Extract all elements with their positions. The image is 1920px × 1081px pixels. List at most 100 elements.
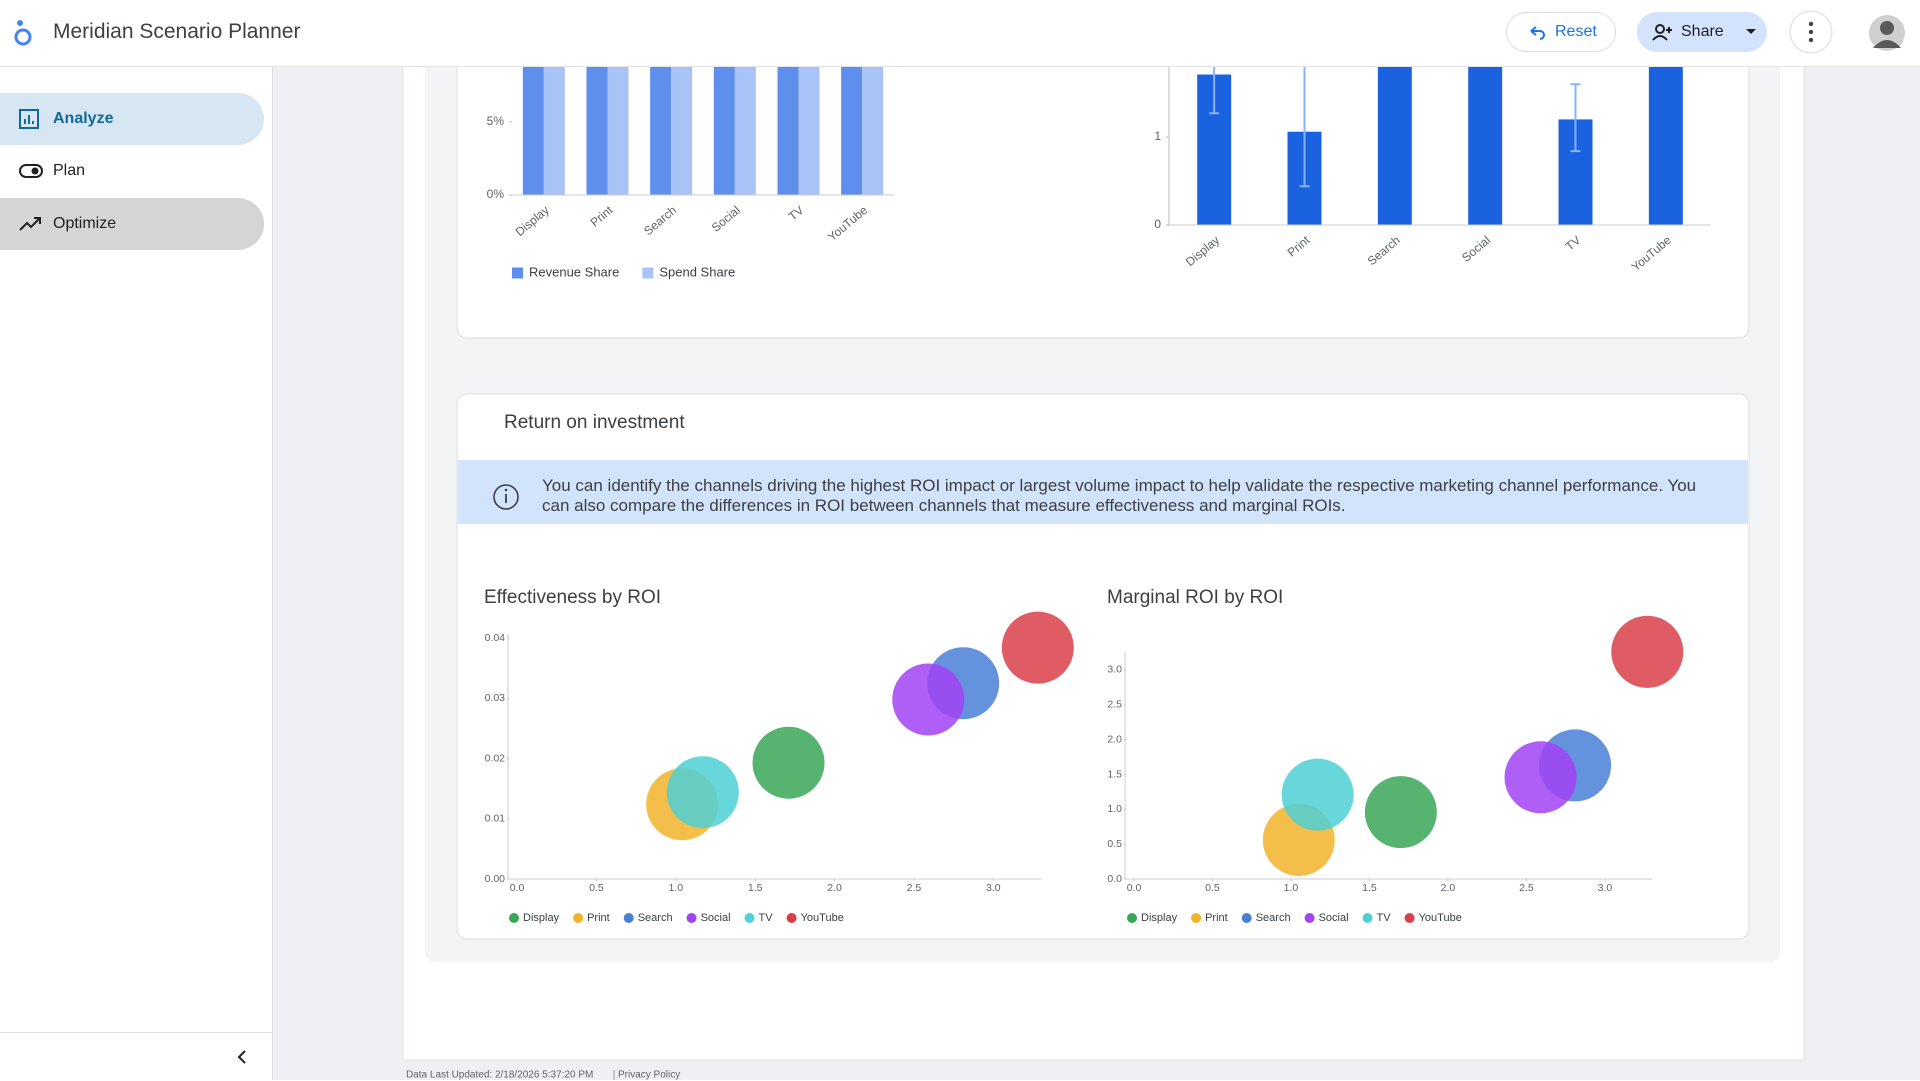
- legend-swatch: [623, 913, 634, 923]
- bar: [650, 67, 672, 195]
- y-tick-label: 1: [1154, 129, 1161, 143]
- app-title: Meridian Scenario Planner: [53, 20, 301, 43]
- report: Return on investment Effectiveness by RO…: [402, 67, 1805, 1080]
- legend-label: YouTube: [1419, 912, 1462, 924]
- share-icon: [1652, 24, 1672, 41]
- error-bar: [1209, 67, 1220, 115]
- legend-swatch: [786, 913, 797, 923]
- bar: [522, 67, 544, 196]
- legend-label: Spend Share: [659, 264, 735, 279]
- y-tick-label: 2.0: [1107, 733, 1122, 745]
- y-tick-label: 0.5: [1107, 838, 1122, 850]
- x-tick-label: 3.0: [1598, 882, 1613, 894]
- x-tick-label: 2.5: [1519, 882, 1534, 894]
- legend-swatch: [1404, 913, 1415, 923]
- legend-label: Print: [1205, 912, 1228, 924]
- nav-optimize[interactable]: Optimize: [0, 198, 264, 250]
- share-label: Share: [1681, 23, 1724, 40]
- footer-privacy[interactable]: Privacy Policy: [618, 1070, 680, 1080]
- legend-label: Revenue Share: [529, 264, 619, 279]
- sidebar: Analyze Plan Optimize: [0, 67, 273, 1080]
- bar: [607, 67, 629, 196]
- legend-label: Social: [1319, 912, 1349, 924]
- legend-label: TV: [759, 912, 774, 924]
- share-button[interactable]: Share: [1637, 12, 1767, 52]
- x-tick-label: 3.0: [986, 882, 1001, 894]
- bar: [586, 67, 608, 195]
- x-tick-label: 0.5: [1205, 882, 1220, 894]
- legend-label: Social: [701, 912, 731, 924]
- nav-plan[interactable]: Plan: [0, 145, 264, 197]
- info-banner: [458, 460, 1748, 524]
- reset-icon: [1530, 26, 1545, 40]
- bubble: [1281, 758, 1354, 831]
- bar: [1648, 67, 1683, 226]
- info-icon: [504, 488, 508, 492]
- x-tick-label: 2.0: [827, 882, 842, 894]
- bar: [734, 67, 756, 195]
- nav-analyze[interactable]: Analyze: [0, 93, 264, 145]
- y-tick-label: 0.02: [485, 752, 506, 764]
- x-tick-label: 0.5: [589, 882, 604, 894]
- bubble: [666, 756, 739, 829]
- legend-swatch: [509, 913, 519, 923]
- reset-button[interactable]: Reset: [1506, 12, 1616, 52]
- x-tick-label: 2.5: [907, 882, 922, 894]
- chart-title: Marginal ROI by ROI: [1107, 587, 1283, 608]
- legend-swatch: [642, 267, 654, 279]
- error-bar: [1570, 83, 1581, 153]
- nav-label: Plan: [53, 162, 86, 179]
- info-icon: [493, 484, 519, 510]
- legend-swatch: [744, 913, 755, 923]
- bubble: [1504, 741, 1577, 814]
- bar: [543, 67, 565, 196]
- legend-label: YouTube: [801, 912, 844, 924]
- bar: [1377, 67, 1412, 226]
- sidebar-footer: [0, 1032, 272, 1081]
- legend-label: Search: [638, 912, 673, 924]
- bar: [671, 67, 693, 196]
- y-tick-label: 1.5: [1107, 768, 1122, 780]
- legend-swatch: [573, 913, 584, 923]
- app-header: Meridian Scenario Planner Reset Share: [0, 0, 1920, 67]
- x-tick-label: 0.0: [510, 882, 525, 894]
- user-avatar[interactable]: [1868, 14, 1906, 52]
- x-tick-label: 2.0: [1441, 882, 1456, 894]
- info-text: You can identify the channels driving th…: [542, 476, 1697, 515]
- bubble: [752, 726, 825, 799]
- error-bar: [1299, 67, 1310, 188]
- footer-updated: Data Last Updated: 2/18/2026 5:37:20 PM: [406, 1070, 593, 1080]
- analyze-icon: [19, 109, 39, 129]
- y-tick-label: 2.5: [1107, 699, 1122, 711]
- collapse-button[interactable]: [234, 1049, 250, 1065]
- bar: [841, 67, 863, 196]
- x-tick-label: 1.0: [1284, 882, 1299, 894]
- legend-label: Display: [1141, 912, 1178, 924]
- share-dropdown[interactable]: [1745, 27, 1757, 37]
- bubble: [1001, 611, 1074, 684]
- y-tick-label: 3.0: [1107, 664, 1122, 676]
- app-logo: [14, 20, 32, 46]
- y-tick-label: 0.03: [485, 692, 506, 704]
- section-title: Return on investment: [504, 412, 685, 433]
- y-tick-label: 0.04: [485, 632, 506, 644]
- y-tick-label: 5%: [487, 114, 505, 128]
- legend-label: TV: [1377, 912, 1392, 924]
- y-tick-label: 0.01: [485, 813, 506, 825]
- main-content: Return on investment Effectiveness by RO…: [273, 67, 1920, 1080]
- plan-icon: [19, 164, 43, 178]
- legend-label: Search: [1256, 912, 1291, 924]
- y-tick-label: 0%: [487, 187, 505, 201]
- y-tick-label: 0.00: [485, 873, 506, 885]
- more-menu[interactable]: [1789, 10, 1833, 54]
- x-tick-label: 1.5: [748, 882, 763, 894]
- bar: [862, 67, 884, 195]
- nav-label: Analyze: [53, 110, 114, 127]
- nav-label: Optimize: [53, 215, 117, 232]
- bubble: [892, 663, 965, 736]
- legend-swatch: [686, 913, 697, 923]
- bar: [777, 67, 799, 195]
- bar: [798, 67, 820, 195]
- y-tick-label: 0.0: [1107, 873, 1122, 885]
